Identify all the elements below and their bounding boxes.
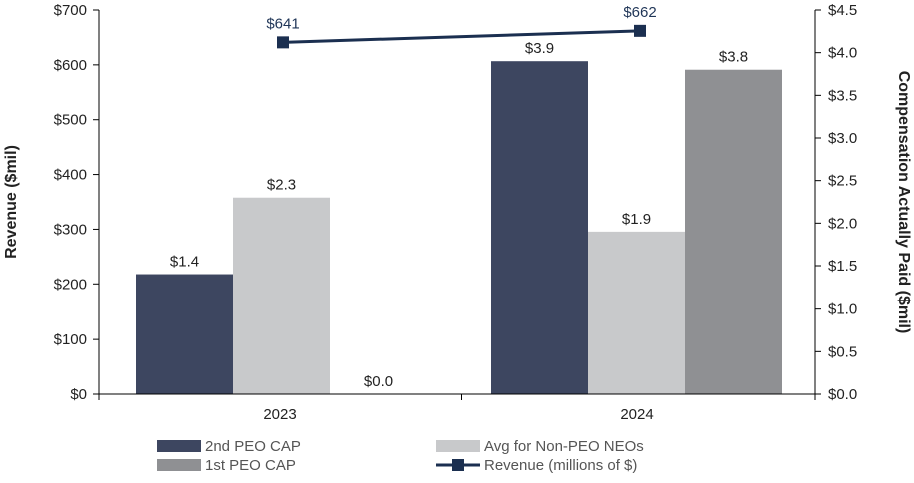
left-axis-title: Revenue ($mil) [3, 145, 20, 259]
legend-label: 1st PEO CAP [205, 457, 296, 474]
bar-0-0 [136, 274, 233, 394]
legend: 2nd PEO CAP Avg for Non-PEO NEOs 1st PEO C… [157, 438, 644, 474]
right-tick-label: $0.0 [828, 386, 857, 403]
bar-1-0 [233, 197, 330, 394]
bar-2-1 [685, 69, 782, 394]
x-axis: 2023 2024 [98, 393, 816, 423]
right-tick-label: $4.0 [828, 45, 857, 62]
left-tick-label: $600 [54, 57, 87, 74]
bars: $1.4 $2.3 $0.0 $3.9 $1.9 $3.8 [136, 40, 782, 394]
revenue-marker [277, 36, 289, 49]
left-tick-label: $100 [54, 331, 87, 348]
bar-value-label: $3.8 [719, 49, 748, 66]
right-tick-label: $1.0 [828, 301, 857, 318]
bar-value-label: $1.4 [170, 254, 199, 271]
revenue-value-label: $641 [266, 15, 299, 32]
left-tick-label: $300 [54, 221, 87, 238]
legend-line-marker [452, 459, 464, 471]
revenue-marker [634, 24, 646, 37]
x-category-label: 2023 [263, 406, 296, 423]
revenue-line-group: $641 $662 [266, 4, 657, 49]
right-axis: $0.0 $0.5 $1.0 $1.5 $2.0 $2.5 $3.0 $3.5 $4.0 $4.5… [814, 2, 912, 403]
left-axis: $0 $100 $200 $300 $400 $500 $600 $700 Revenue ($… [3, 2, 100, 403]
x-category-label: 2024 [620, 406, 653, 423]
legend-label: Avg for Non-PEO NEOs [484, 438, 644, 455]
left-tick-label: $700 [54, 2, 87, 19]
bar-value-label: $0.0 [364, 373, 393, 390]
bar-value-label: $1.9 [622, 211, 651, 228]
right-tick-label: $1.5 [828, 258, 857, 275]
right-tick-label: $0.5 [828, 343, 857, 360]
bar-value-label: $2.3 [267, 177, 296, 194]
bar-0-1 [491, 61, 588, 394]
legend-swatch-0 [157, 440, 201, 452]
right-tick-label: $3.5 [828, 87, 857, 104]
bar-1-1 [588, 231, 685, 394]
right-tick-label: $2.0 [828, 215, 857, 232]
left-tick-label: $500 [54, 112, 87, 129]
bar-value-label: $3.9 [525, 40, 554, 57]
revenue-line [282, 29, 641, 44]
right-tick-label: $2.5 [828, 173, 857, 190]
right-tick-label: $4.5 [828, 2, 857, 19]
right-axis-title: Compensation Actually Paid ($mil) [895, 71, 912, 334]
legend-swatch-2 [157, 459, 201, 471]
revenue-value-label: $662 [623, 4, 656, 21]
legend-label: Revenue (millions of $) [484, 457, 637, 474]
left-tick-label: $200 [54, 276, 87, 293]
left-tick-label: $0 [70, 386, 87, 403]
right-tick-label: $3.0 [828, 130, 857, 147]
legend-label: 2nd PEO CAP [205, 438, 301, 455]
legend-swatch-1 [436, 440, 480, 452]
left-tick-label: $400 [54, 167, 87, 184]
